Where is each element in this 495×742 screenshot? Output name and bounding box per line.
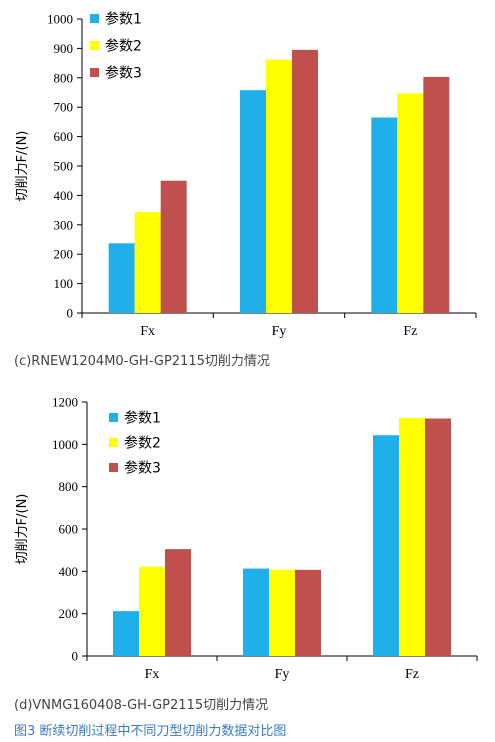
legend-label: 参数2 [124, 435, 161, 452]
bar [269, 569, 295, 656]
y-tick-label: 0 [67, 306, 74, 321]
bar [425, 418, 451, 656]
bar [397, 93, 424, 313]
bar [134, 212, 161, 313]
y-tick-label: 400 [59, 564, 79, 579]
legend-label: 参数3 [105, 65, 142, 82]
y-tick-label: 300 [54, 217, 74, 232]
y-tick-label: 0 [72, 649, 79, 664]
bar [373, 435, 399, 656]
y-tick-label: 800 [54, 70, 74, 85]
x-tick-label: Fy [275, 667, 290, 682]
legend-label: 参数1 [105, 11, 142, 28]
legend-label: 参数1 [124, 410, 161, 427]
x-tick-label: Fx [140, 324, 155, 339]
y-tick-label: 700 [54, 100, 74, 115]
y-tick-label: 200 [59, 606, 79, 621]
bar [139, 566, 165, 656]
x-tick-label: Fy [272, 324, 287, 339]
bar [399, 417, 425, 656]
y-tick-label: 900 [54, 41, 74, 56]
chart-c: 0 100 200 300 400 500 600 700 800 900 1000 Fx Fy Fz 参数… [15, 11, 477, 339]
bar [266, 59, 292, 314]
legend-swatch [109, 413, 118, 422]
y-tick-label: 600 [54, 129, 74, 144]
bar [243, 568, 269, 656]
legend-swatch [109, 463, 118, 472]
legend-swatch [90, 14, 99, 23]
chart-c-caption: (c)RNEW1204M0-GH-GP2115切削力情况 [14, 354, 270, 369]
legend-label: 参数3 [124, 460, 161, 477]
x-tick-label: Fx [145, 667, 160, 682]
y-tick-label: 1200 [52, 395, 78, 410]
y-tick-label: 800 [59, 479, 79, 494]
bar [160, 180, 187, 313]
y-axis-label: 切削力F/(N) [15, 494, 30, 565]
bar [165, 549, 191, 656]
bar [240, 90, 266, 313]
y-tick-label: 100 [54, 276, 74, 291]
y-tick-label: 1000 [47, 12, 73, 27]
bar [108, 243, 135, 313]
y-tick-label: 200 [54, 247, 74, 262]
y-tick-label: 500 [54, 159, 74, 174]
bar [371, 117, 398, 314]
chart-d: 0 200 400 600 800 1000 1200 Fx Fy Fz 参数1 参数2 参数3 切削力F… [15, 395, 478, 682]
figure-caption: 图3 断续切削过程中不同刀型切削力数据对比图 [14, 724, 287, 739]
bar [113, 611, 139, 656]
y-tick-label: 1000 [52, 437, 78, 452]
legend-swatch [109, 438, 118, 447]
bar [423, 76, 450, 313]
x-tick-label: Fz [405, 667, 419, 682]
y-axis-label: 切削力F/(N) [15, 131, 30, 202]
x-tick-label: Fz [403, 324, 417, 339]
chart-d-caption: (d)VNMG160408-GH-GP2115切削力情况 [14, 698, 269, 713]
legend-swatch [90, 68, 99, 77]
bar [292, 49, 318, 314]
bar [295, 569, 321, 656]
y-tick-label: 400 [54, 188, 74, 203]
legend-swatch [90, 41, 99, 50]
y-tick-label: 600 [59, 522, 79, 537]
legend-label: 参数2 [105, 38, 142, 55]
